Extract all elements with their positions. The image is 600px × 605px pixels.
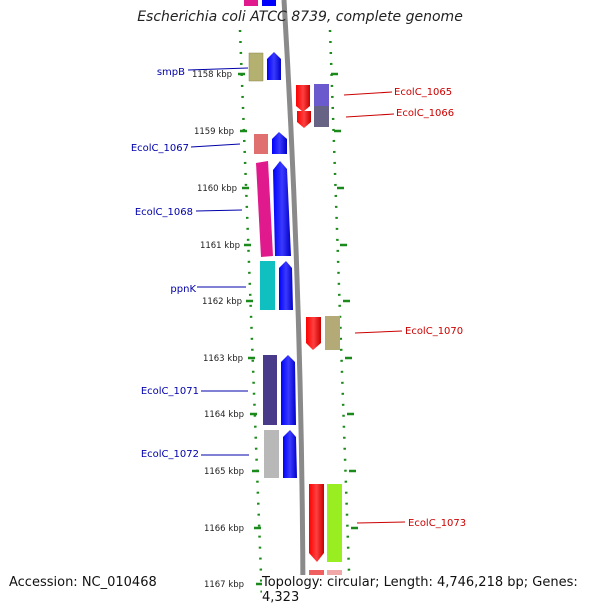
svg-text:1162 kbp: 1162 kbp	[202, 297, 242, 307]
kbp-tick-1160: 1160 kbp	[197, 184, 249, 194]
gene-label-EcolC_1071: EcolC_1071	[141, 386, 199, 397]
gene-EcolC_1068-box[interactable]	[256, 161, 273, 257]
kbp-tick-1167: 1167 kbp	[204, 580, 263, 590]
gene-EcolC_1072-arrow[interactable]	[283, 430, 297, 478]
kbp-tick-1159: 1159 kbp	[194, 127, 247, 137]
gene-label-EcolC_1073: EcolC_1073	[408, 518, 466, 529]
genome-backbone	[281, 0, 306, 600]
gene-label-EcolC_1066: EcolC_1066	[396, 108, 454, 119]
svg-text:1161 kbp: 1161 kbp	[200, 241, 240, 251]
gene-label-EcolC_1067: EcolC_1067	[131, 143, 189, 154]
kbp-tick-1162: 1162 kbp	[202, 297, 253, 307]
svg-text:1164 kbp: 1164 kbp	[204, 410, 244, 420]
gene-EcolC_1071-arrow[interactable]	[281, 355, 296, 425]
gene-EcolC_1067-arrow[interactable]	[272, 132, 287, 154]
gene-EcolC_1067-box[interactable]	[254, 134, 268, 154]
gene-EcolC_1068-arrow[interactable]	[273, 161, 291, 256]
kbp-tick-1163: 1163 kbp	[203, 354, 255, 364]
track-dots-left-outer	[238, 29, 264, 600]
top-partial-gene-pink	[244, 0, 258, 6]
gene-ppnK-box[interactable]	[260, 261, 275, 310]
gene-label-smpB: smpB	[157, 67, 185, 78]
svg-text:1165 kbp: 1165 kbp	[204, 467, 244, 477]
gene-EcolC_1071-box[interactable]	[263, 355, 277, 425]
svg-text:1167 kbp: 1167 kbp	[204, 580, 244, 590]
svg-text:1160 kbp: 1160 kbp	[197, 184, 237, 194]
gene-label-ppnK: ppnK	[170, 284, 196, 295]
kbp-tick-1158: 1158 kbp	[192, 70, 245, 80]
page-title: Escherichia coli ATCC 8739, complete gen…	[137, 9, 463, 25]
gene-label-EcolC_1072: EcolC_1072	[141, 449, 199, 460]
kbp-tick-1164: 1164 kbp	[204, 410, 257, 420]
svg-text:1158 kbp: 1158 kbp	[192, 70, 232, 80]
gene-EcolC_1065-arrow[interactable]	[296, 85, 310, 112]
gene-EcolC_1070-arrow[interactable]	[306, 317, 321, 350]
gene-EcolC_1073-box[interactable]	[327, 484, 342, 562]
accession-label: Accession: NC_010468	[9, 575, 157, 590]
gene-smpB-box[interactable]	[248, 52, 264, 82]
gene-EcolC_1070-box[interactable]	[325, 316, 340, 350]
svg-text:1163 kbp: 1163 kbp	[203, 354, 243, 364]
topology-label: Topology: circular; Length: 4,746,218 bp…	[262, 575, 600, 605]
gene-label-EcolC_1065: EcolC_1065	[394, 87, 452, 98]
gene-label-EcolC_1068: EcolC_1068	[135, 207, 193, 218]
gene-EcolC_1073-arrow[interactable]	[309, 484, 324, 562]
gene-smpB-arrow[interactable]	[267, 52, 281, 80]
gene-EcolC_1066-arrow[interactable]	[297, 111, 311, 128]
svg-text:1166 kbp: 1166 kbp	[204, 524, 244, 534]
gene-label-EcolC_1070: EcolC_1070	[405, 326, 463, 337]
kbp-tick-1161: 1161 kbp	[200, 241, 251, 251]
kbp-tick-1166: 1166 kbp	[204, 524, 261, 534]
kbp-tick-1165: 1165 kbp	[204, 467, 259, 477]
svg-text:1159 kbp: 1159 kbp	[194, 127, 234, 137]
gene-ppnK-arrow[interactable]	[279, 261, 293, 310]
gene-EcolC_1072-box[interactable]	[264, 430, 279, 478]
top-partial-gene-blue	[262, 0, 276, 6]
